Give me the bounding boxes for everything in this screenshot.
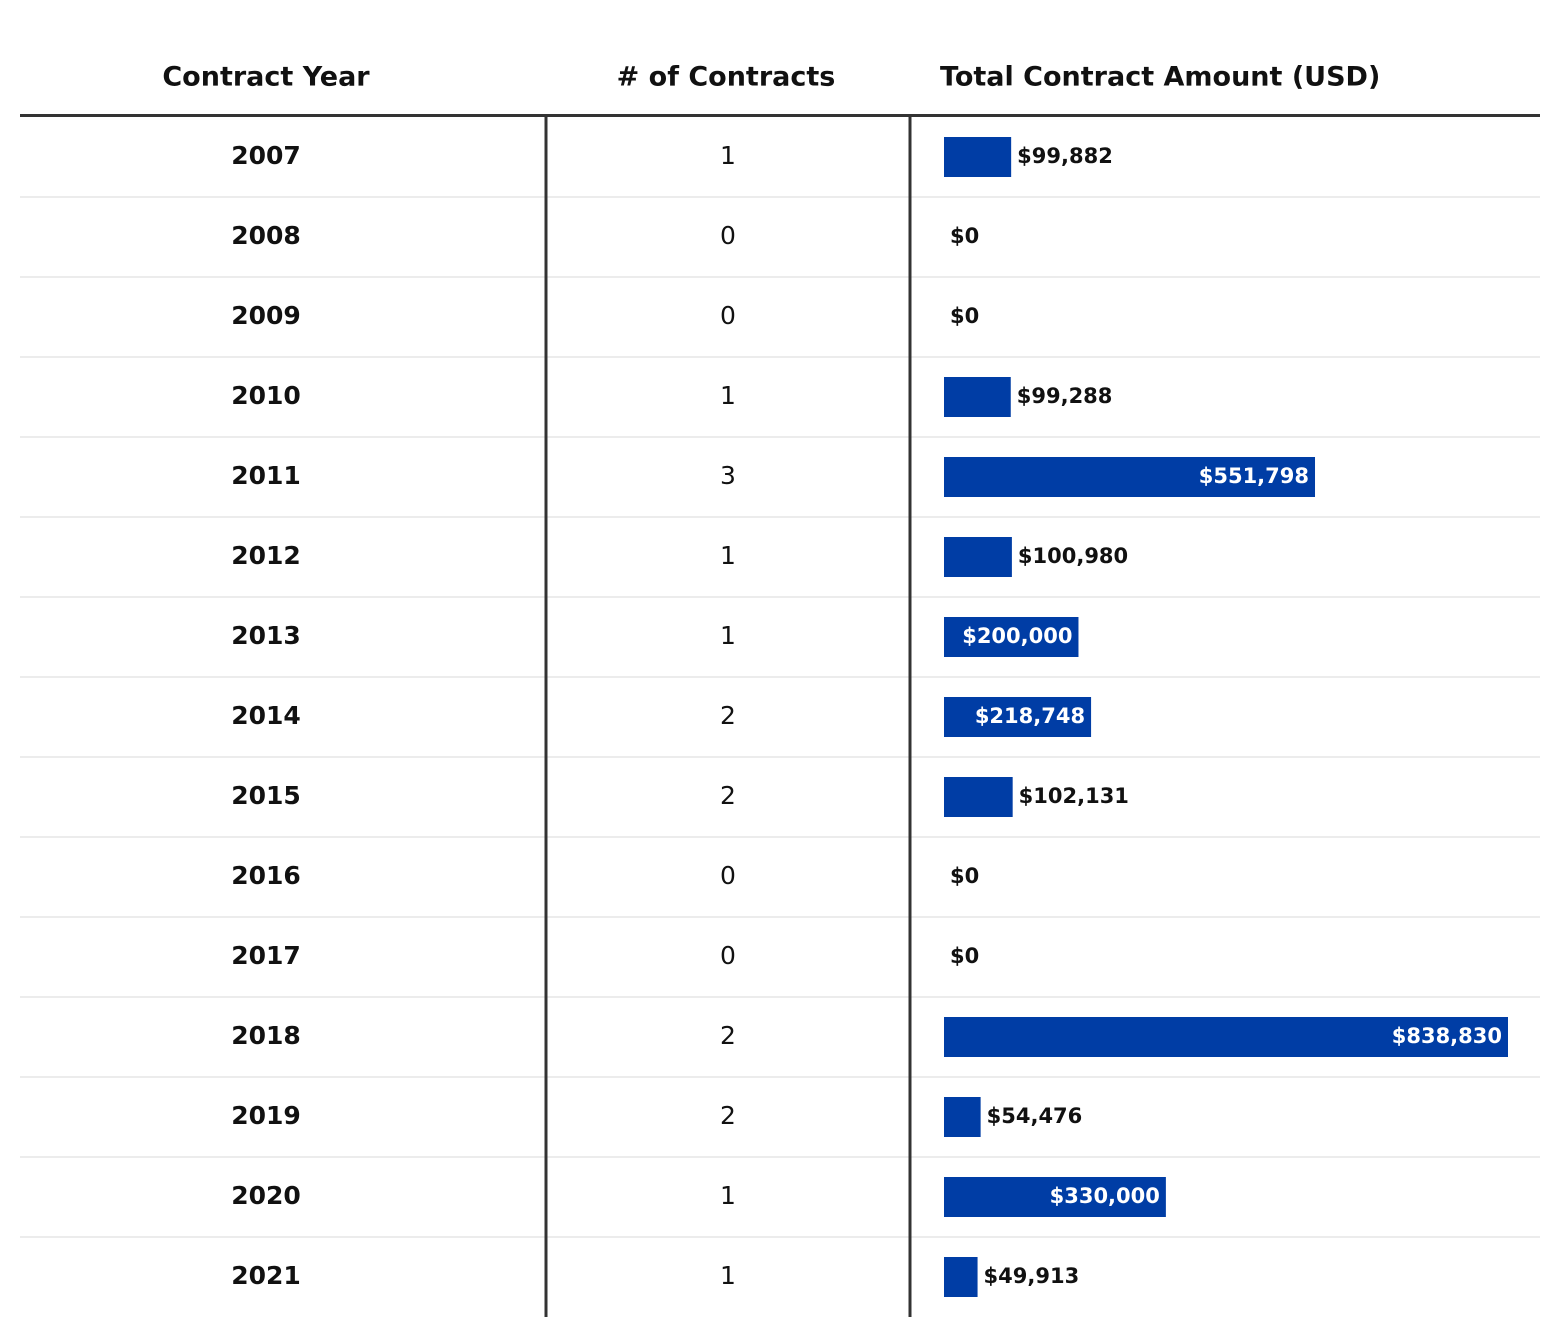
amount-label: $100,980 <box>1018 544 1128 568</box>
contracts-cell: 1 <box>720 621 736 650</box>
contracts-cell: 1 <box>720 381 736 410</box>
contracts-cell: 0 <box>720 941 736 970</box>
year-cell: 2021 <box>231 1261 301 1290</box>
amount-bar <box>944 617 1079 657</box>
contracts-cell: 0 <box>720 221 736 250</box>
amount-label: $218,748 <box>975 704 1085 728</box>
amount-bar <box>944 1017 1508 1057</box>
year-cell: 2020 <box>231 1181 301 1210</box>
contracts-cell: 1 <box>720 141 736 170</box>
column-header: # of Contracts <box>617 62 836 93</box>
year-cell: 2019 <box>231 1101 301 1130</box>
year-cell: 2015 <box>231 781 301 810</box>
amount-label: $99,882 <box>1017 144 1113 168</box>
amount-bar <box>944 377 1011 417</box>
amount-label: $0 <box>950 304 979 328</box>
year-cell: 2007 <box>231 141 301 170</box>
amount-bar <box>944 137 1012 177</box>
contracts-cell: 2 <box>720 1101 736 1130</box>
contracts-cell: 0 <box>720 861 736 890</box>
year-cell: 2009 <box>231 301 301 330</box>
amount-bar <box>944 1257 978 1297</box>
amount-label: $0 <box>950 944 979 968</box>
amount-label: $99,288 <box>1017 384 1113 408</box>
amount-label: $102,131 <box>1019 784 1129 808</box>
year-cell: 2011 <box>231 461 301 490</box>
contracts-cell: 2 <box>720 1021 736 1050</box>
year-cell: 2014 <box>231 701 301 730</box>
contracts-cell: 1 <box>720 1261 736 1290</box>
contracts-cell: 0 <box>720 301 736 330</box>
year-cell: 2018 <box>231 1021 301 1050</box>
contracts-cell: 2 <box>720 781 736 810</box>
amount-bar <box>944 697 1092 737</box>
year-cell: 2012 <box>231 541 301 570</box>
contracts-cell: 3 <box>720 461 736 490</box>
amount-bar <box>944 1097 981 1137</box>
amount-label: $54,476 <box>987 1104 1083 1128</box>
amount-label: $200,000 <box>962 624 1072 648</box>
amount-bar <box>944 457 1316 497</box>
amount-label: $49,913 <box>984 1264 1080 1288</box>
year-cell: 2010 <box>231 381 301 410</box>
amount-bar <box>944 1177 1166 1217</box>
column-header: Contract Year <box>162 62 370 93</box>
contracts-cell: 2 <box>720 701 736 730</box>
amount-bar <box>944 537 1012 577</box>
year-cell: 2016 <box>231 861 301 890</box>
year-cell: 2017 <box>231 941 301 970</box>
amount-label: $551,798 <box>1199 464 1309 488</box>
amount-label: $330,000 <box>1050 1184 1160 1208</box>
column-header: Total Contract Amount (USD) <box>940 62 1380 93</box>
amount-label: $0 <box>950 864 979 888</box>
year-cell: 2008 <box>231 221 301 250</box>
contracts-cell: 1 <box>720 1181 736 1210</box>
year-cell: 2013 <box>231 621 301 650</box>
contracts-cell: 1 <box>720 541 736 570</box>
amount-label: $838,830 <box>1392 1024 1502 1048</box>
amount-label: $0 <box>950 224 979 248</box>
amount-bar <box>944 777 1013 817</box>
